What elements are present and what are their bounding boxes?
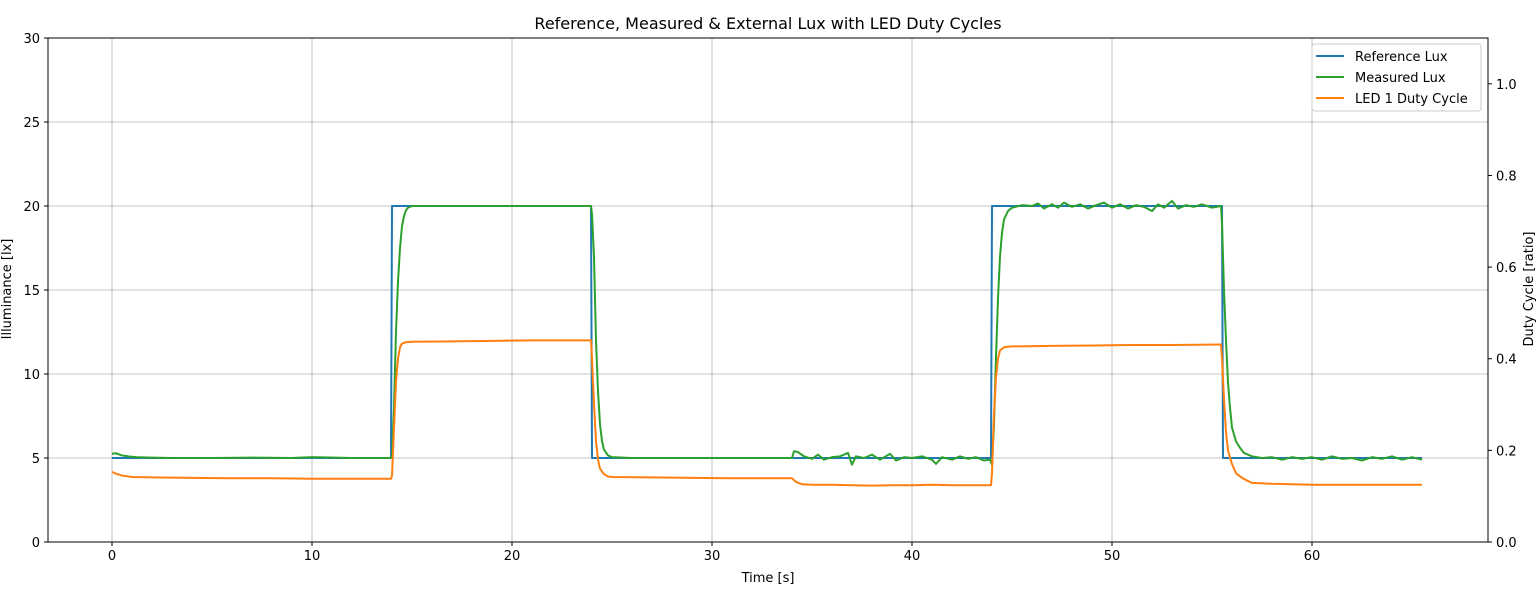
y-tick-label: 5 [32, 452, 40, 467]
series-line-1 [111, 199, 1423, 466]
x-axis-label: Time [s] [741, 571, 795, 586]
y-tick-label: 30 [23, 32, 40, 47]
chart-title: Reference, Measured & External Lux with … [534, 14, 1001, 33]
axes: 0 10 20 30 40 50 60 0 5 10 15 20 25 30 0.0 0.2 0.4 0.6 0.8… [23, 32, 1516, 564]
x-tick-label: 20 [504, 549, 521, 564]
x-tick-label: 10 [304, 549, 321, 564]
y-axis-label: Illuminance [lx] [0, 239, 15, 340]
y2-tick-label: 0.4 [1496, 353, 1517, 368]
y2-tick-label: 0.2 [1496, 444, 1517, 459]
x-tick-label: 60 [1304, 549, 1321, 564]
y2-axis-label: Duty Cycle [ratio] [1522, 232, 1537, 347]
x-tick-label: 0 [108, 549, 116, 564]
legend-box [1311, 43, 1482, 112]
legend-label-0: Reference Lux [1355, 50, 1448, 65]
x-tick-label: 50 [1104, 549, 1121, 564]
y2-tick-label: 1.0 [1496, 78, 1517, 93]
series-line-2 [111, 339, 1422, 487]
legend-label-2: LED 1 Duty Cycle [1355, 92, 1468, 107]
plot-lines [111, 199, 1423, 487]
y2-tick-label: 0.8 [1496, 169, 1517, 184]
x-tick-label: 40 [904, 549, 921, 564]
y-tick-label: 20 [23, 200, 40, 215]
x-tick-label: 30 [704, 549, 721, 564]
legend: Reference Lux Measured Lux LED 1 Duty Cycl… [1311, 43, 1482, 112]
y-tick-label: 15 [23, 284, 40, 299]
y2-tick-label: 0.0 [1496, 536, 1517, 551]
y-tick-label: 25 [23, 116, 40, 131]
legend-label-1: Measured Lux [1355, 71, 1446, 86]
y2-tick-label: 0.6 [1496, 261, 1517, 276]
y-tick-label: 10 [23, 368, 40, 383]
y-tick-label: 0 [32, 536, 40, 551]
